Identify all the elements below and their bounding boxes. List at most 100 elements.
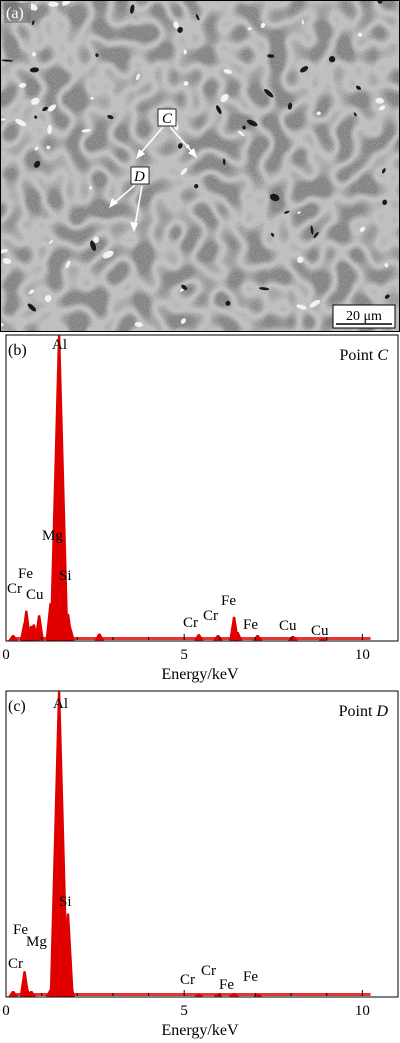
dark-particle <box>271 232 275 237</box>
bright-particle <box>46 145 51 150</box>
bright-particle <box>48 1 59 7</box>
bright-particle <box>375 97 384 104</box>
peak-label: Fe <box>13 922 28 938</box>
dark-particle <box>267 54 275 58</box>
bright-particle <box>183 81 189 86</box>
x-axis-label-d: Energy/keV <box>161 1022 238 1039</box>
spectrum-peak <box>56 609 67 641</box>
spectrum-peak <box>8 635 18 641</box>
dark-particle <box>1 59 14 62</box>
bright-particle <box>92 236 100 243</box>
peak-label: Cr <box>203 608 218 624</box>
dark-particle <box>29 67 39 73</box>
dark-particle <box>225 300 231 306</box>
peak-label: Cr <box>201 963 216 979</box>
bright-particle <box>183 49 187 55</box>
spectrum-peak <box>194 994 203 997</box>
bright-particle <box>359 226 366 232</box>
peak-label: Cu <box>26 587 44 603</box>
bright-particle <box>2 257 12 265</box>
bright-particle <box>31 97 40 105</box>
dark-particle <box>195 14 200 21</box>
peak-label: Fe <box>243 969 258 985</box>
bright-particle <box>31 51 37 57</box>
dark-particle <box>284 210 290 214</box>
dark-particle <box>129 4 135 14</box>
spectrum-peak <box>65 980 75 997</box>
dark-particle <box>42 106 48 112</box>
bright-particle <box>297 256 304 263</box>
bright-particle <box>90 96 94 100</box>
bright-particle <box>48 104 56 112</box>
arrow-c-left <box>138 126 164 156</box>
peak-label: Fe <box>219 977 234 993</box>
peak-label: Fe <box>18 566 33 582</box>
spectrum-peak <box>228 993 240 997</box>
dark-particle <box>381 168 386 174</box>
dark-particle <box>300 66 309 73</box>
peak-label: Al <box>52 337 67 353</box>
arrow-d-down <box>134 185 143 227</box>
peak-label: Cr <box>8 956 23 972</box>
bright-particle <box>180 168 188 175</box>
bright-particle <box>297 211 301 214</box>
bright-particle <box>34 146 39 151</box>
bright-particle <box>0 118 6 121</box>
peak-label: Al <box>53 696 68 712</box>
bright-particle <box>220 94 229 103</box>
peak-label: Si <box>59 568 72 584</box>
spectrum-peak <box>318 638 328 641</box>
dark-particle <box>242 125 246 130</box>
bright-particle <box>378 105 386 111</box>
bright-particle <box>358 32 363 37</box>
x-axis-ticks-c: 0 5 10 <box>2 634 399 663</box>
bright-particle <box>44 295 52 302</box>
x-tick-label: 5 <box>180 647 188 663</box>
spectrum-peak <box>8 991 18 997</box>
panel-c-label: (c) <box>8 698 26 715</box>
spectrum-peak <box>26 991 37 997</box>
bright-particle <box>28 289 35 295</box>
dark-particle <box>258 287 270 291</box>
chart-title-c: Point C <box>340 347 389 364</box>
scale-bar-label: 20 μm <box>346 309 382 324</box>
x-tick-label: 0 <box>2 1003 10 1019</box>
spectrum-series-c <box>8 335 371 641</box>
bright-particle <box>89 186 93 190</box>
spectrum-peak <box>94 633 105 641</box>
sem-micrograph-panel: (a) C D 20 μm <box>0 0 400 332</box>
bright-particle <box>102 250 114 259</box>
dark-particle <box>177 26 183 33</box>
dark-particle <box>384 294 390 299</box>
spectrum-peak <box>65 627 75 641</box>
chart-title-d: Point D <box>339 703 389 720</box>
bright-particle <box>296 304 307 310</box>
bright-particle <box>19 82 27 88</box>
label-d-box <box>130 166 150 185</box>
bright-particle <box>384 263 389 268</box>
bright-particle <box>49 240 53 244</box>
background-continuum <box>11 993 371 996</box>
panel-a-label: (a) <box>6 5 24 22</box>
dark-particle <box>269 193 280 202</box>
dark-particle <box>181 284 188 291</box>
peak-label: Cr <box>7 581 22 597</box>
x-axis-ticks-d: 0 5 10 <box>2 990 399 1019</box>
bright-particle <box>316 111 321 116</box>
plot-frame-c <box>5 334 399 642</box>
bright-particle <box>0 249 8 254</box>
dark-particle <box>328 56 336 63</box>
spectrum-series-d <box>8 691 371 997</box>
peak-label: Cr <box>180 972 195 988</box>
dark-particle <box>95 53 99 57</box>
dark-particle <box>194 184 199 189</box>
spectrum-peak <box>193 634 204 641</box>
bright-particle <box>237 130 245 137</box>
x-tick-label: 5 <box>180 1003 188 1019</box>
dark-particle <box>90 240 97 251</box>
scale-bar-box <box>332 304 396 329</box>
spectrum-peak <box>34 615 45 641</box>
